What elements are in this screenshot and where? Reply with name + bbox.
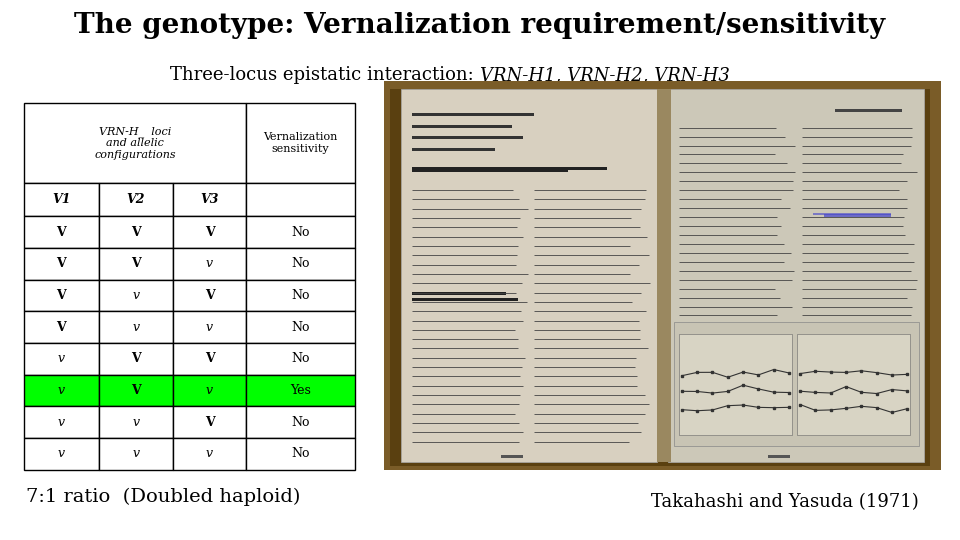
Text: No: No	[291, 258, 310, 271]
Text: V: V	[131, 384, 141, 397]
Text: v: v	[205, 321, 213, 334]
Bar	[173, 217, 246, 248]
Bar	[24, 375, 99, 407]
Text: V: V	[57, 226, 66, 239]
Bar	[246, 103, 355, 184]
Bar	[668, 89, 924, 462]
Bar	[501, 455, 523, 458]
Text: V: V	[131, 226, 141, 239]
Text: V: V	[131, 258, 141, 271]
Bar	[173, 343, 246, 375]
Bar	[173, 280, 246, 312]
Bar	[412, 292, 507, 295]
Bar	[99, 407, 173, 438]
Bar	[674, 322, 919, 447]
Bar	[99, 343, 173, 375]
Text: V2: V2	[127, 193, 145, 206]
Bar	[99, 438, 173, 470]
Bar	[412, 148, 495, 151]
Bar	[24, 280, 99, 312]
Bar	[24, 248, 99, 280]
Bar	[24, 103, 246, 184]
Bar	[173, 184, 246, 217]
Text: No: No	[291, 289, 310, 302]
Text: V: V	[57, 321, 66, 334]
Bar	[99, 280, 173, 312]
Bar	[679, 334, 792, 435]
Text: v: v	[58, 416, 65, 429]
Bar	[246, 184, 355, 217]
Bar	[99, 217, 173, 248]
Bar	[173, 312, 246, 343]
Text: No: No	[291, 416, 310, 429]
Text: v: v	[58, 384, 65, 397]
Text: V: V	[131, 353, 141, 366]
Bar	[657, 89, 671, 462]
Text: V: V	[57, 258, 66, 271]
Text: v: v	[132, 416, 139, 429]
Bar	[246, 438, 355, 470]
Bar	[412, 125, 512, 127]
Text: v: v	[205, 448, 213, 461]
Text: Takahashi and Yasuda (1971): Takahashi and Yasuda (1971)	[651, 494, 919, 511]
Bar	[835, 110, 901, 112]
Text: No: No	[291, 321, 310, 334]
Bar	[99, 248, 173, 280]
Bar	[768, 455, 790, 458]
Bar	[813, 213, 891, 215]
Text: v: v	[205, 258, 213, 271]
Text: Three-locus epistatic interaction:: Three-locus epistatic interaction:	[171, 66, 480, 84]
Bar	[412, 169, 567, 172]
Text: Vernalization
sensitivity: Vernalization sensitivity	[263, 132, 338, 154]
Bar	[798, 334, 910, 435]
Bar	[24, 312, 99, 343]
Bar	[246, 375, 355, 407]
Text: V: V	[204, 226, 214, 239]
Text: Yes: Yes	[290, 384, 311, 397]
Bar	[246, 248, 355, 280]
Bar	[412, 136, 523, 139]
Bar	[246, 280, 355, 312]
Bar	[173, 248, 246, 280]
Text: v: v	[132, 448, 139, 461]
Text: v: v	[58, 448, 65, 461]
Bar	[246, 312, 355, 343]
Bar	[246, 407, 355, 438]
Bar	[99, 184, 173, 217]
Bar	[24, 407, 99, 438]
Text: V: V	[204, 289, 214, 302]
Text: v: v	[132, 321, 139, 334]
Text: 7:1 ratio  (Doubled haploid): 7:1 ratio (Doubled haploid)	[26, 488, 300, 506]
Text: V1: V1	[52, 193, 70, 206]
Bar	[173, 438, 246, 470]
Text: v: v	[58, 353, 65, 366]
Text: V3: V3	[201, 193, 219, 206]
Text: V: V	[204, 353, 214, 366]
Text: V: V	[57, 289, 66, 302]
Bar	[412, 113, 535, 116]
Bar	[99, 375, 173, 407]
Bar	[412, 167, 607, 171]
Bar	[24, 343, 99, 375]
Bar	[412, 298, 517, 301]
Text: No: No	[291, 353, 310, 366]
Text: No: No	[291, 226, 310, 239]
Text: V: V	[204, 416, 214, 429]
Bar	[24, 438, 99, 470]
Bar	[173, 407, 246, 438]
Text: No: No	[291, 448, 310, 461]
Bar	[824, 214, 891, 217]
Text: v: v	[132, 289, 139, 302]
Bar	[24, 184, 99, 217]
Text: The genotype: Vernalization requirement/sensitivity: The genotype: Vernalization requirement/…	[75, 12, 885, 39]
Bar	[246, 217, 355, 248]
Bar	[173, 375, 246, 407]
Bar	[99, 312, 173, 343]
Bar	[400, 89, 657, 462]
Text: VRN-H1, VRN-H2, VRN-H3: VRN-H1, VRN-H2, VRN-H3	[480, 66, 730, 84]
Bar	[24, 217, 99, 248]
Text: v: v	[205, 384, 213, 397]
Bar	[246, 343, 355, 375]
Text: VRN-H_  loci
and allelic
configurations: VRN-H_ loci and allelic configurations	[94, 126, 176, 160]
